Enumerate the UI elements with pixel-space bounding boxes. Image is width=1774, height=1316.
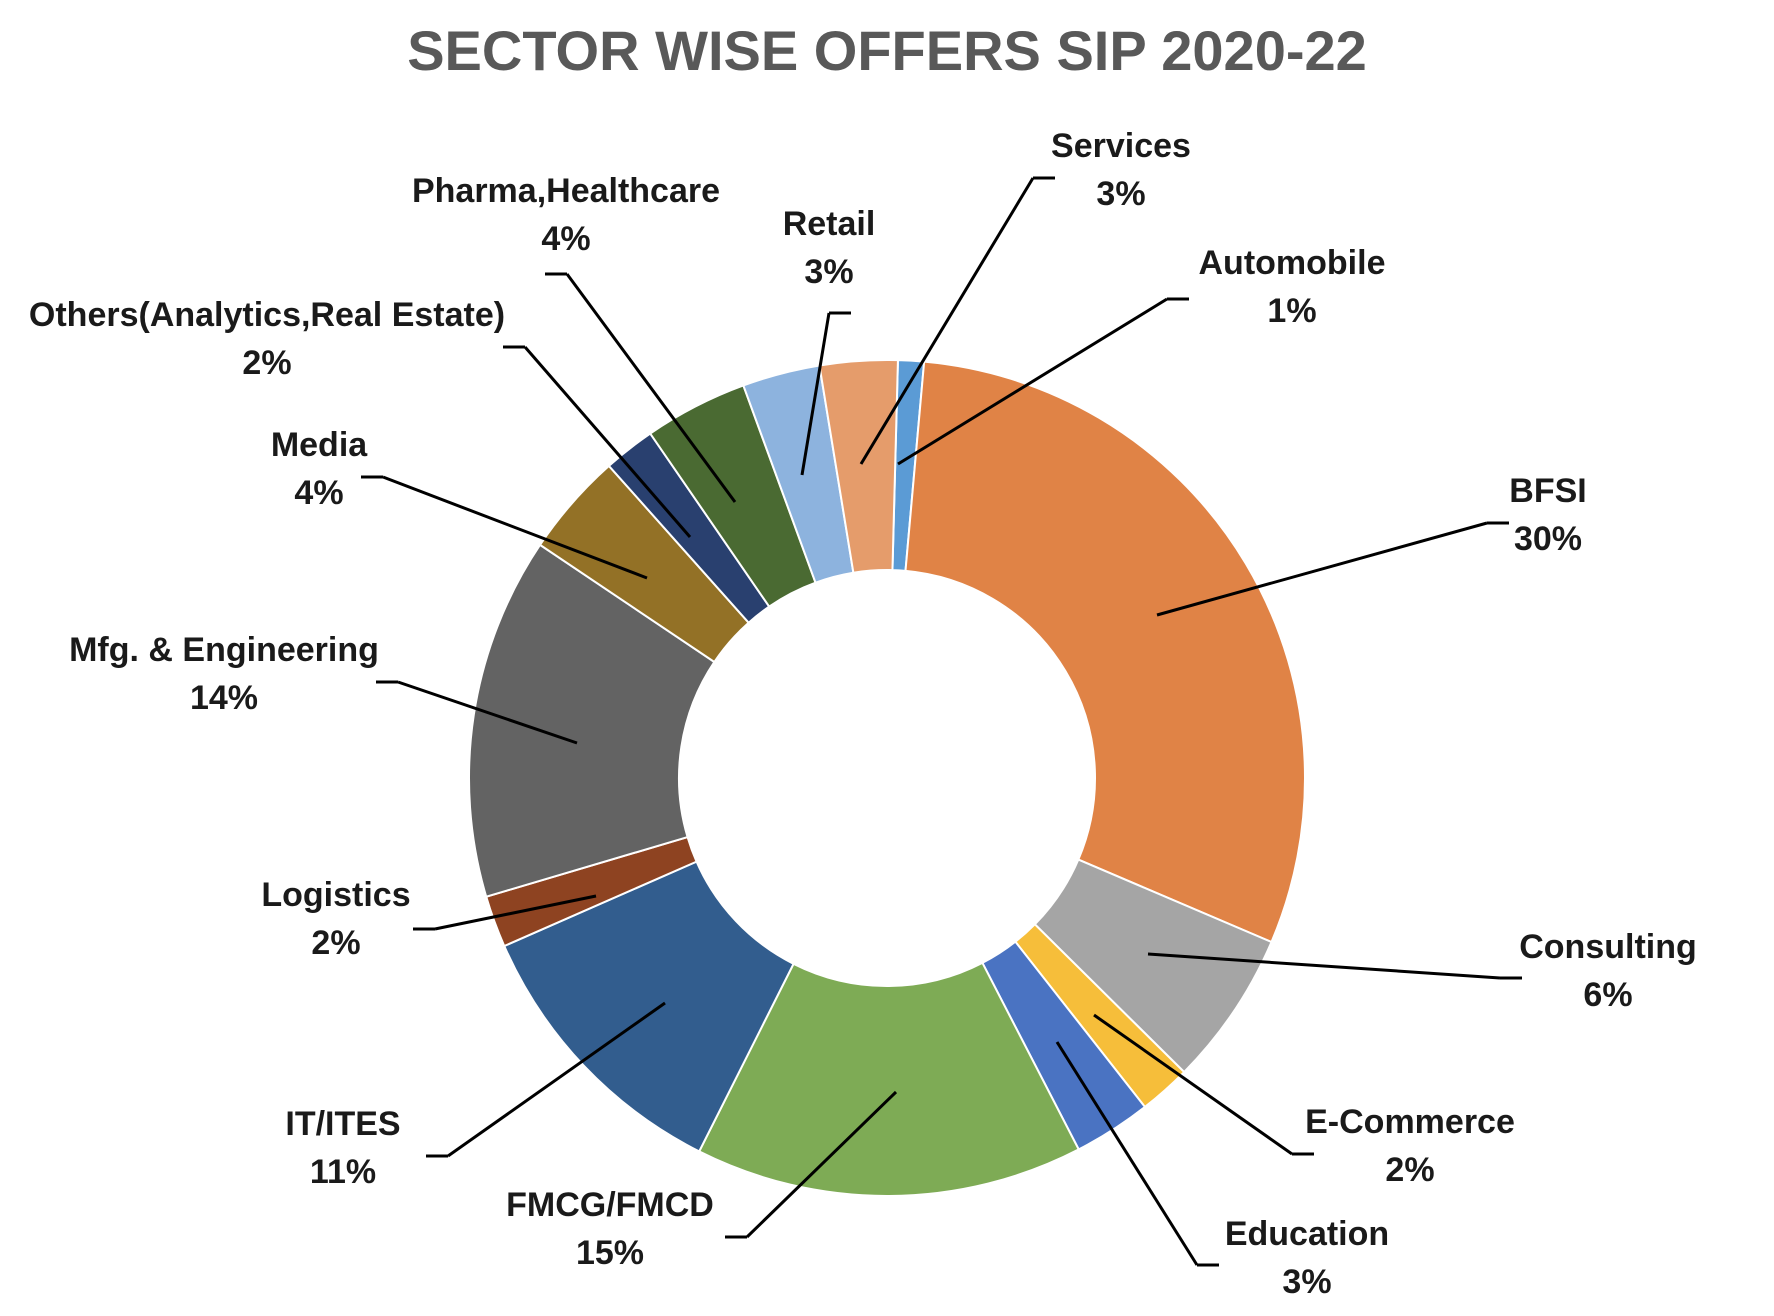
leader-line-it-ites — [447, 1001, 666, 1158]
data-label-name-it-ites: IT/ITES — [285, 1105, 400, 1143]
data-label-value-logistics: 2% — [311, 924, 360, 962]
slice-mfg-engineering — [468, 543, 716, 898]
slice-it-ites — [502, 860, 795, 1153]
leader-line-mfg-engineering — [397, 680, 578, 745]
data-label-name-e-commerce: E-Commerce — [1305, 1103, 1515, 1141]
data-label-value-education: 3% — [1282, 1263, 1331, 1301]
data-label-value-mfg-engineering: 14% — [190, 679, 258, 717]
leader-line-services — [859, 177, 1035, 465]
leader-line-bfsi — [1156, 521, 1488, 617]
data-label-value-consulting: 6% — [1583, 976, 1632, 1014]
data-label-name-media: Media — [271, 426, 368, 464]
data-label-name-retail: Retail — [783, 205, 876, 243]
data-label-value-pharma-healthcare: 4% — [541, 220, 590, 258]
slices-layer — [468, 359, 1307, 1197]
leader-line-others-analytics-real-estate — [523, 346, 692, 538]
leader-line-pharma-healthcare — [565, 273, 737, 503]
data-label-name-others-analytics-real-estate: Others(Analytics,Real Estate) — [29, 296, 505, 334]
slice-fmcg-fmcd — [697, 961, 1081, 1197]
labels-layer: Automobile 1% BFSI 30% Consulting 6% E-Commerc… — [29, 127, 1697, 1301]
data-label-name-mfg-engineering: Mfg. & Engineering — [69, 631, 379, 669]
data-label-name-logistics: Logistics — [261, 876, 410, 914]
leader-line-media — [382, 475, 648, 580]
data-label-name-fmcg-fmcd: FMCG/FMCD — [506, 1186, 714, 1224]
data-label-value-media: 4% — [294, 474, 343, 512]
leader-line-logistics — [434, 894, 597, 931]
leader-line-retail — [800, 312, 831, 476]
data-label-name-automobile: Automobile — [1199, 244, 1386, 282]
data-label-value-retail: 3% — [804, 253, 853, 291]
data-label-name-pharma-healthcare: Pharma,Healthcare — [412, 172, 720, 210]
data-label-value-bfsi: 30% — [1514, 520, 1582, 558]
data-label-name-services: Services — [1051, 127, 1191, 165]
leader-line-education — [1055, 1041, 1199, 1266]
slice-services — [818, 359, 899, 574]
data-label-name-education: Education — [1225, 1215, 1389, 1253]
slice-bfsi — [904, 360, 1307, 944]
data-label-name-consulting: Consulting — [1519, 928, 1697, 966]
data-label-value-fmcg-fmcd: 15% — [576, 1234, 644, 1272]
chart-title: SECTOR WISE OFFERS SIP 2020-22 — [407, 19, 1367, 82]
data-label-name-bfsi: BFSI — [1509, 472, 1586, 510]
data-label-value-automobile: 1% — [1267, 292, 1316, 330]
leader-line-automobile — [897, 297, 1168, 466]
leaders-layer — [361, 176, 1522, 1267]
data-label-value-others-analytics-real-estate: 2% — [242, 344, 291, 382]
data-label-value-e-commerce: 2% — [1385, 1151, 1434, 1189]
data-label-value-it-ites: 11% — [310, 1153, 376, 1191]
data-label-value-services: 3% — [1096, 175, 1145, 213]
leader-line-e-commerce — [1093, 1013, 1293, 1156]
leader-line-consulting — [1147, 952, 1501, 980]
leader-line-fmcg-fmcd — [745, 1090, 898, 1239]
